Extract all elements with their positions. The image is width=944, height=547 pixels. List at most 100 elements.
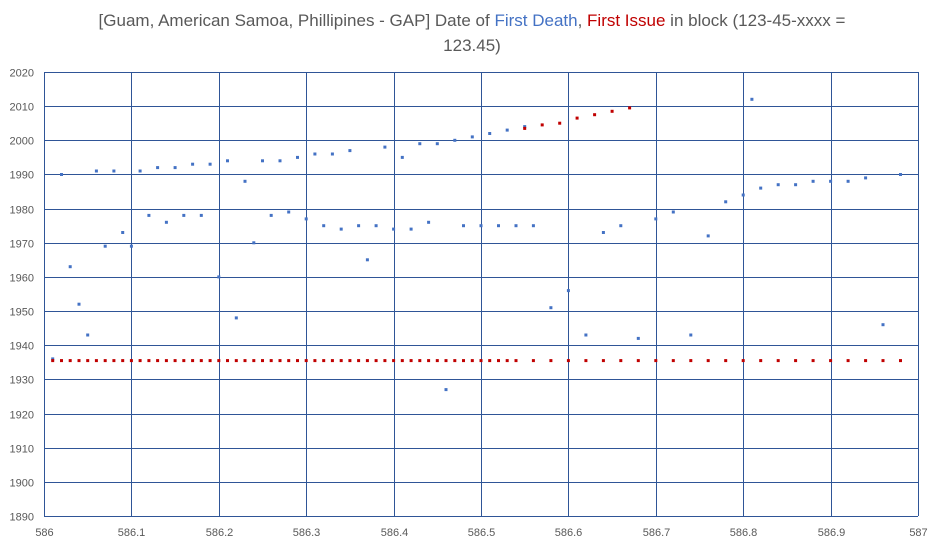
x-tick-label: 586.8	[730, 527, 758, 539]
point-first-death	[330, 152, 334, 156]
point-first-issue	[829, 359, 833, 363]
point-first-death	[505, 128, 509, 132]
point-first-issue	[173, 359, 177, 363]
point-first-issue	[313, 359, 317, 363]
point-first-death	[129, 244, 133, 248]
point-first-death	[864, 176, 868, 180]
point-first-issue	[427, 359, 431, 363]
x-tick-label: 586.1	[118, 527, 146, 539]
point-first-issue	[724, 359, 728, 363]
y-tick-label: 2020	[10, 68, 34, 80]
point-first-issue	[147, 359, 151, 363]
point-first-death	[164, 220, 168, 224]
point-first-issue	[51, 359, 55, 363]
title-prefix: [Guam, American Samoa, Phillipines - GAP…	[98, 11, 495, 30]
y-tick-label: 1900	[10, 478, 34, 490]
point-first-issue	[776, 359, 780, 363]
point-first-issue	[304, 359, 308, 363]
point-first-death	[138, 169, 142, 173]
chart-title-line-2: 123.45)	[443, 36, 501, 55]
point-first-death	[269, 213, 273, 217]
x-tick-label: 586.3	[293, 527, 321, 539]
point-first-issue	[497, 359, 500, 363]
point-first-issue	[191, 359, 195, 363]
point-first-issue	[470, 359, 474, 363]
point-first-issue	[330, 359, 334, 363]
point-first-death	[479, 224, 483, 228]
point-first-death	[313, 152, 317, 156]
y-tick-label: 2000	[10, 136, 34, 148]
point-first-death	[794, 183, 798, 187]
point-first-death	[584, 333, 588, 337]
point-first-issue	[112, 359, 116, 363]
point-first-death	[750, 97, 754, 101]
point-first-death	[514, 224, 518, 228]
point-first-issue	[741, 359, 745, 363]
point-first-issue	[689, 359, 693, 363]
point-first-death	[374, 224, 378, 228]
point-first-issue	[234, 359, 238, 363]
point-first-issue	[523, 126, 527, 130]
point-first-death	[881, 323, 885, 327]
tick-labels: 1890 1900 1910 1920 1930 1940 1950 1960 1970 1980…	[10, 68, 928, 540]
point-first-death	[287, 210, 291, 214]
point-first-issue	[129, 359, 133, 363]
point-first-issue	[77, 359, 81, 363]
point-first-issue	[505, 359, 509, 363]
point-first-issue	[418, 359, 422, 363]
point-first-death	[470, 135, 474, 139]
point-first-death	[759, 186, 763, 190]
point-first-death	[724, 200, 728, 204]
point-first-issue	[628, 106, 632, 110]
point-first-issue	[357, 359, 361, 363]
y-tick-label: 1950	[10, 307, 34, 319]
point-first-death	[173, 166, 177, 170]
point-first-issue	[374, 359, 378, 363]
point-first-death	[531, 224, 535, 228]
point-first-issue	[593, 113, 597, 117]
point-first-death	[199, 213, 203, 217]
point-first-death	[252, 241, 256, 245]
y-tick-label: 1910	[10, 444, 34, 456]
point-first-death	[77, 302, 81, 306]
point-first-issue	[759, 359, 763, 363]
point-first-issue	[610, 109, 614, 113]
x-tick-label: 586.7	[643, 527, 671, 539]
point-first-death	[829, 179, 833, 183]
point-first-death	[741, 193, 745, 197]
x-tick-label: 586.5	[468, 527, 496, 539]
point-first-issue	[103, 359, 107, 363]
point-first-death	[348, 149, 352, 153]
x-tick-label: 587	[909, 527, 927, 539]
point-first-issue	[444, 359, 448, 363]
point-first-death	[636, 336, 640, 340]
point-first-issue	[549, 359, 553, 363]
gridlines	[44, 72, 919, 517]
y-tick-label: 1980	[10, 205, 34, 217]
point-first-death	[357, 224, 361, 228]
point-first-issue	[278, 359, 282, 363]
title-first-death: First Death	[494, 11, 578, 30]
point-first-issue	[208, 359, 212, 363]
point-first-death	[689, 333, 693, 337]
point-first-issue	[182, 359, 186, 363]
point-first-issue	[348, 359, 352, 363]
point-first-death	[278, 159, 282, 163]
y-tick-label: 1890	[10, 512, 34, 524]
point-first-issue	[156, 359, 160, 363]
point-first-death	[488, 132, 492, 135]
x-tick-label: 586.6	[555, 527, 583, 539]
point-first-issue	[243, 359, 247, 363]
point-first-death	[435, 142, 439, 146]
point-first-issue	[339, 359, 343, 363]
point-first-death	[706, 234, 710, 238]
point-first-death	[523, 125, 527, 129]
point-first-issue	[392, 359, 396, 363]
point-first-death	[296, 155, 299, 159]
point-first-death	[846, 179, 850, 183]
y-tick-label: 1970	[10, 239, 34, 251]
point-first-death	[776, 183, 780, 187]
point-first-issue	[226, 359, 229, 363]
point-first-death	[304, 217, 308, 221]
